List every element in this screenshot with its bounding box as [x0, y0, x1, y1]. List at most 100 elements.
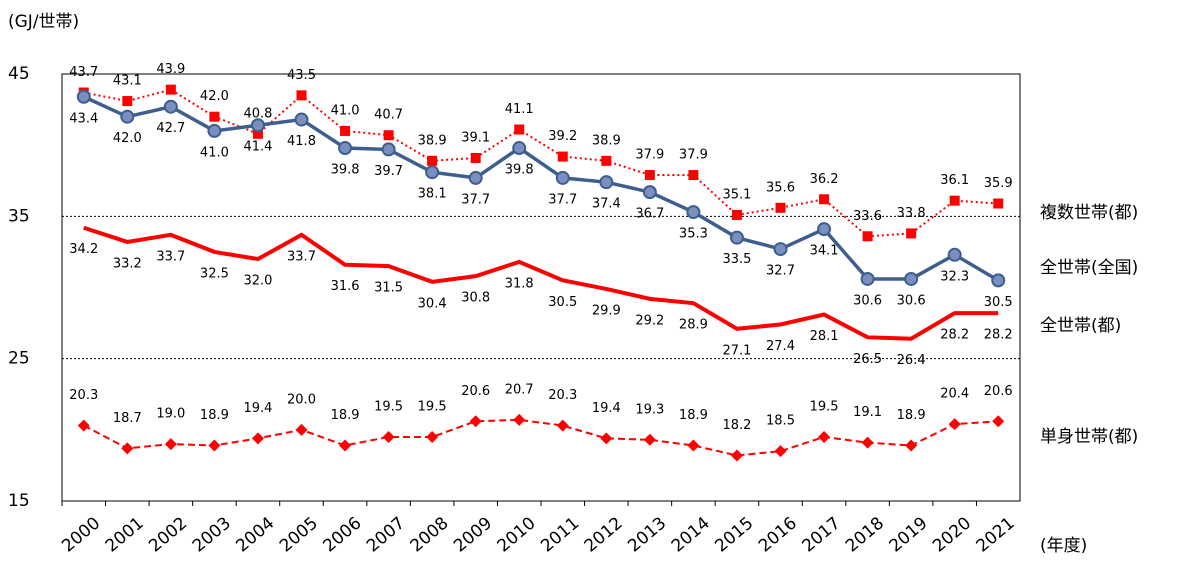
data-label: 30.6 — [897, 293, 926, 308]
x-tick-label: 2018 — [842, 513, 888, 556]
marker — [948, 418, 961, 431]
marker — [165, 84, 176, 95]
marker — [860, 271, 875, 286]
data-label: 30.8 — [461, 291, 490, 306]
marker — [164, 438, 177, 451]
marker — [819, 194, 830, 205]
marker — [817, 222, 832, 237]
marker — [514, 124, 525, 135]
x-tick-label: 2006 — [319, 513, 365, 556]
marker — [512, 141, 527, 156]
marker — [557, 151, 568, 162]
data-label: 39.2 — [548, 129, 577, 144]
marker — [601, 155, 612, 166]
data-label: 37.7 — [461, 192, 490, 207]
x-tick-label: 2003 — [189, 513, 235, 556]
x-tick-label: 2014 — [668, 513, 714, 556]
data-label: 33.7 — [156, 249, 185, 264]
data-label: 40.8 — [243, 106, 272, 121]
marker — [120, 109, 135, 124]
y-tick-label: 35 — [8, 206, 30, 226]
data-label: 41.0 — [200, 145, 229, 160]
marker — [251, 432, 264, 445]
data-label: 35.3 — [679, 227, 708, 242]
marker — [686, 205, 701, 220]
data-label: 19.4 — [592, 401, 621, 416]
marker — [905, 439, 918, 452]
marker — [252, 128, 263, 139]
data-label: 20.7 — [505, 382, 534, 397]
data-label: 26.5 — [853, 352, 882, 367]
x-tick-label: 2011 — [537, 513, 583, 556]
marker — [687, 439, 700, 452]
series-line — [83, 418, 999, 457]
marker — [382, 430, 395, 443]
data-label: 28.2 — [984, 328, 1013, 343]
data-label: 42.0 — [200, 89, 229, 104]
data-label: 43.5 — [287, 68, 316, 83]
marker — [991, 273, 1006, 288]
data-label: 38.9 — [418, 133, 447, 148]
marker — [775, 202, 786, 213]
data-label: 28.9 — [679, 318, 708, 333]
data-label: 27.1 — [722, 343, 751, 358]
data-label: 34.2 — [69, 242, 98, 257]
marker — [163, 99, 178, 114]
data-label: 37.4 — [592, 197, 621, 212]
marker — [381, 142, 396, 157]
x-tick-label: 2008 — [407, 513, 453, 556]
data-label: 42.7 — [156, 121, 185, 136]
marker — [947, 247, 962, 262]
data-label: 29.9 — [592, 303, 621, 318]
data-label: 30.6 — [853, 293, 882, 308]
data-label: 18.9 — [200, 408, 229, 423]
x-tick-label: 2019 — [886, 513, 932, 556]
marker — [250, 118, 265, 133]
marker — [121, 442, 134, 455]
data-label: 30.5 — [984, 295, 1013, 310]
data-label: 36.7 — [635, 207, 664, 222]
data-label: 30.4 — [418, 296, 447, 311]
data-label: 20.4 — [940, 387, 969, 402]
marker — [688, 170, 699, 181]
data-label: 31.5 — [374, 281, 403, 296]
marker — [906, 228, 917, 239]
data-label: 41.1 — [505, 102, 534, 117]
data-label: 32.7 — [766, 264, 795, 279]
data-label: 39.8 — [331, 163, 360, 178]
marker — [904, 271, 919, 286]
data-label: 32.0 — [243, 274, 272, 289]
data-label: 33.2 — [113, 256, 142, 271]
marker — [731, 209, 742, 220]
y-tick-label: 25 — [8, 349, 30, 369]
data-label: 20.3 — [69, 388, 98, 403]
data-label: 19.0 — [156, 407, 185, 422]
data-label: 37.9 — [635, 148, 664, 163]
x-tick-label: 2005 — [276, 513, 322, 556]
x-tick-label: 2016 — [755, 513, 801, 556]
data-label: 20.3 — [548, 388, 577, 403]
plot-frame — [61, 73, 1021, 502]
marker — [383, 130, 394, 141]
data-label: 37.9 — [679, 148, 708, 163]
x-tick-label: 2021 — [973, 513, 1019, 556]
marker — [427, 155, 438, 166]
series-name: 全世帯(都) — [1040, 316, 1121, 336]
data-label: 33.5 — [722, 252, 751, 267]
data-label: 18.9 — [897, 408, 926, 423]
data-label: 18.7 — [113, 411, 142, 426]
marker — [556, 419, 569, 432]
marker — [861, 436, 874, 449]
x-tick-label: 2010 — [494, 513, 540, 556]
data-label: 19.5 — [374, 399, 403, 414]
data-label: 34.1 — [810, 244, 839, 259]
data-label: 39.8 — [505, 163, 534, 178]
data-label: 37.7 — [548, 192, 577, 207]
x-tick-label: 2007 — [363, 513, 409, 556]
data-label: 41.0 — [331, 103, 360, 118]
marker — [468, 170, 483, 185]
marker — [599, 175, 614, 190]
marker — [339, 439, 352, 452]
data-label: 32.5 — [200, 266, 229, 281]
data-label: 30.5 — [548, 295, 577, 310]
